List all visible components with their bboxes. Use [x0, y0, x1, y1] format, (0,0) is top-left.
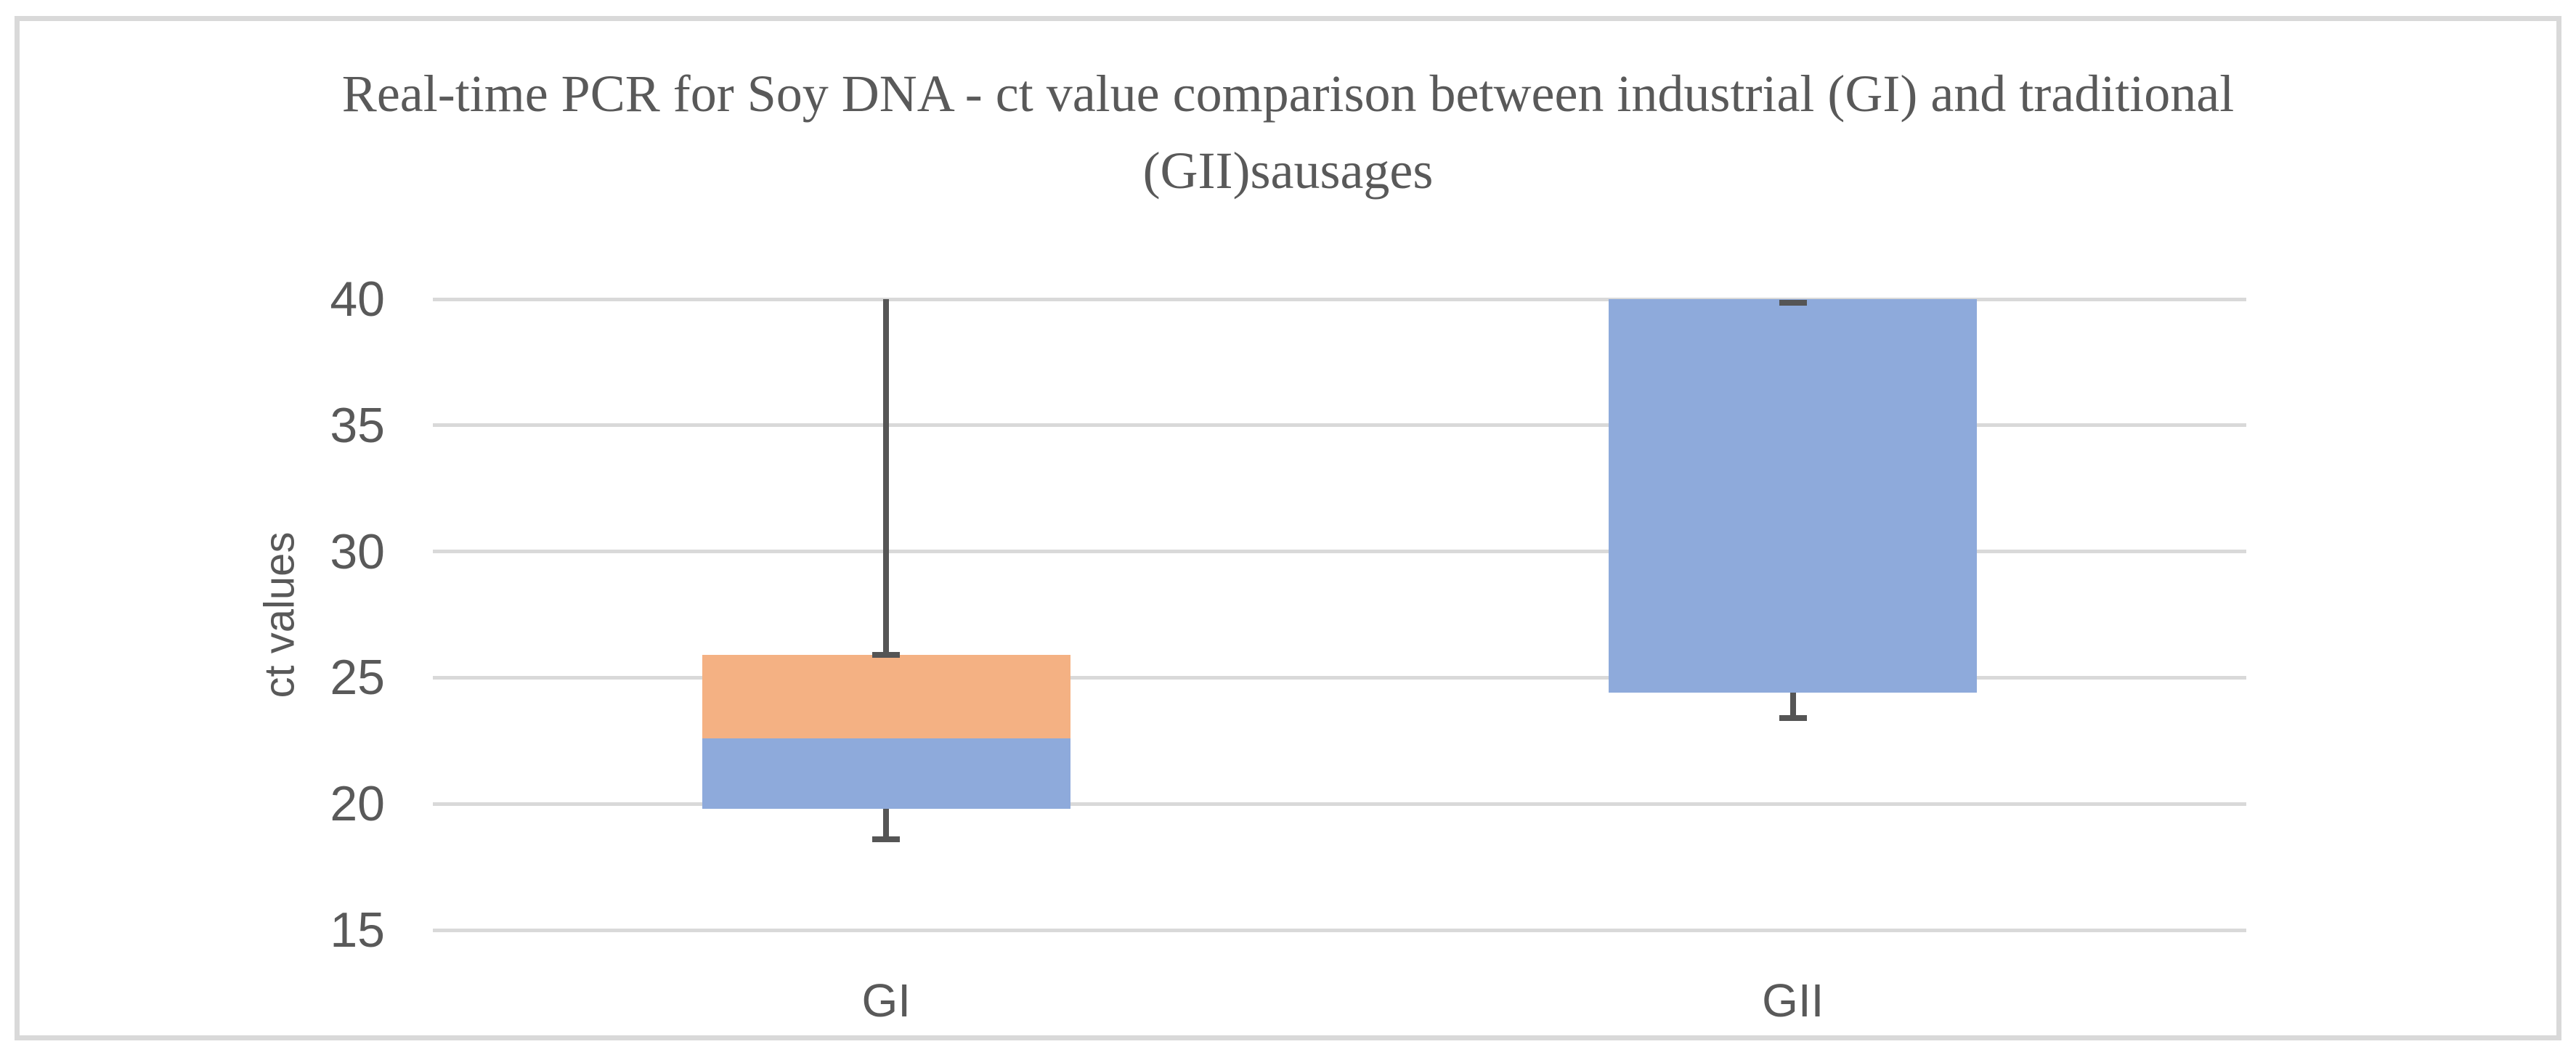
upper-whisker-cap-gii [1779, 300, 1807, 306]
y-tick-label: 25 [330, 650, 385, 706]
y-tick-label: 15 [330, 902, 385, 958]
box-segment-upper-gi [702, 655, 1070, 738]
y-tick-label: 20 [330, 776, 385, 832]
y-tick-label: 30 [330, 523, 385, 579]
lower-whisker-cap-gi [872, 836, 901, 842]
chart-title-line-2: (GII)sausages [1142, 142, 1434, 200]
gridline [433, 423, 2246, 428]
gridline [433, 802, 2246, 806]
gridline [433, 550, 2246, 554]
y-tick-label: 35 [330, 397, 385, 453]
lower-whisker-cap-gii [1779, 715, 1807, 722]
lower-whisker-line-gii [1789, 693, 1796, 718]
gridline [433, 297, 2246, 301]
category-label-gi: GI [861, 974, 911, 1027]
gridline [433, 928, 2246, 932]
chart-title-line-1: Real-time PCR for Soy DNA - ct value com… [341, 65, 2235, 123]
upper-whisker-cap-gi [872, 652, 901, 659]
category-label-gii: GII [1762, 974, 1824, 1027]
upper-whisker-line-gi [883, 299, 890, 656]
box-segment-lower-gii [1609, 299, 1978, 693]
figure-border [15, 16, 2561, 1040]
box-segment-lower-gi [702, 738, 1070, 810]
chart-title: Real-time PCR for Soy DNA - ct value com… [0, 55, 2576, 209]
lower-whisker-line-gi [883, 809, 890, 839]
gridline [433, 675, 2246, 680]
y-tick-label: 40 [330, 272, 385, 327]
